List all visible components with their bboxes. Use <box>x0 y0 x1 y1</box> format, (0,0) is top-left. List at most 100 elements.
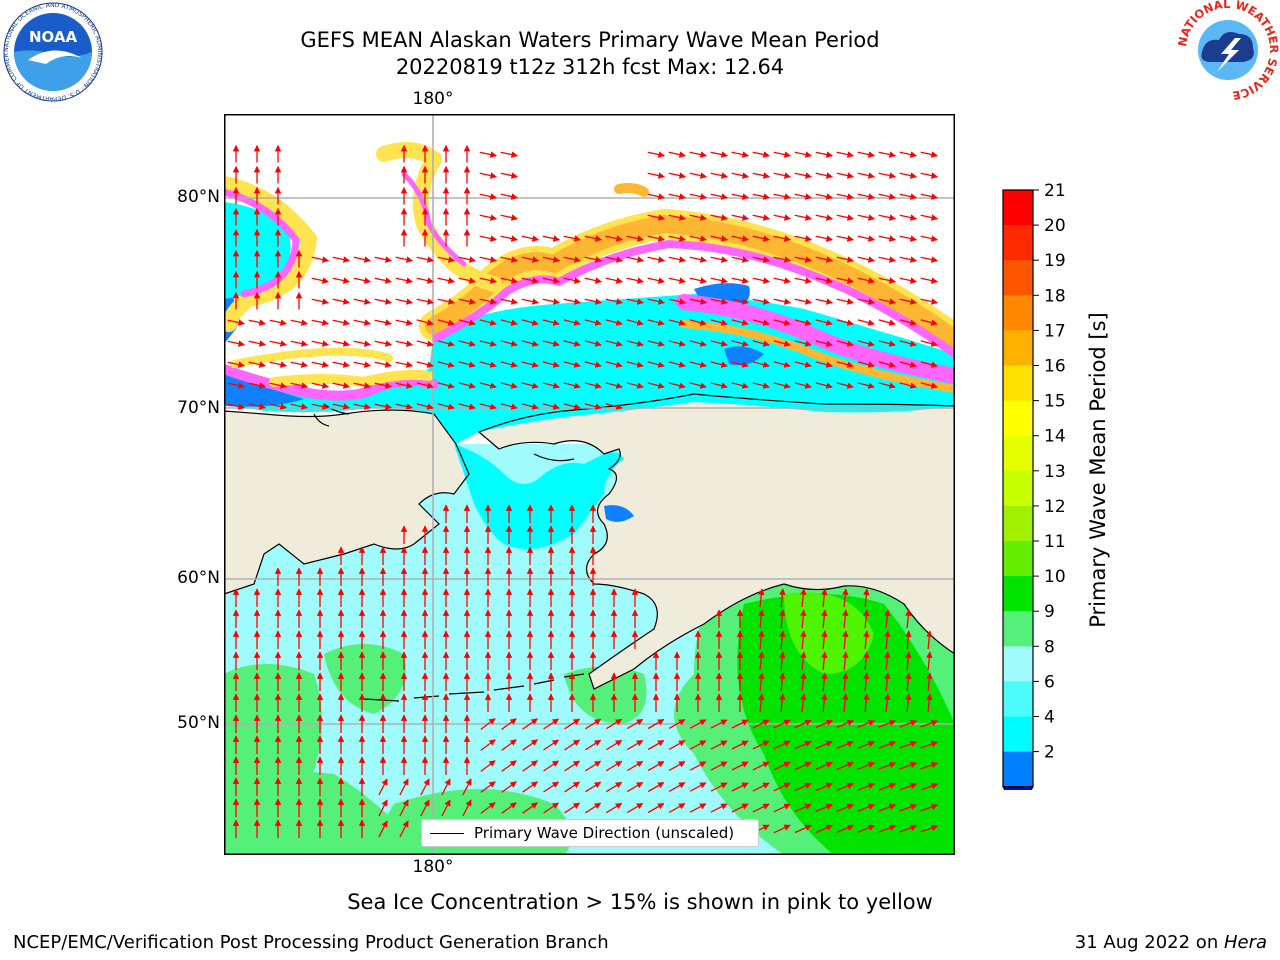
wave-arrow <box>836 172 854 179</box>
wave-arrow <box>479 319 497 326</box>
colorbar-band <box>1003 260 1033 296</box>
noaa-logo-text: NOAA <box>29 28 78 46</box>
wave-arrow <box>479 403 497 410</box>
wave-arrow <box>521 277 539 284</box>
colorbar-band <box>1003 295 1033 331</box>
wave-arrow <box>584 277 602 284</box>
wave-arrow <box>416 319 434 326</box>
wave-arrow <box>416 382 434 389</box>
wave-arrow <box>731 340 749 347</box>
wave-arrow <box>605 718 623 730</box>
wave-arrow <box>563 403 581 410</box>
wave-arrow <box>311 382 329 389</box>
wave-arrow <box>773 361 791 368</box>
wave-arrow <box>479 151 497 158</box>
wave-arrow <box>752 151 770 158</box>
wave-arrow <box>899 803 918 812</box>
wave-arrow <box>311 277 329 284</box>
wave-arrow <box>920 719 939 728</box>
wave-arrow <box>821 672 828 692</box>
wave-arrow <box>374 340 392 347</box>
wave-arrow <box>668 235 686 242</box>
wave-arrow <box>710 803 728 813</box>
wave-arrow <box>542 361 560 368</box>
wave-arrow <box>710 193 728 200</box>
wave-arrow <box>794 740 812 750</box>
wave-arrow <box>374 319 392 326</box>
wave-arrow <box>731 319 749 326</box>
wave-arrow <box>626 781 644 793</box>
wave-arrow <box>815 235 833 242</box>
wave-arrow <box>884 651 891 671</box>
wave-arrow <box>585 760 602 772</box>
wave-arrow <box>585 781 602 793</box>
wave-arrow <box>842 609 849 629</box>
wave-arrow <box>779 630 786 650</box>
colorbar-tick-label: 12 <box>1044 497 1066 517</box>
wave-arrow <box>710 740 728 750</box>
wave-arrow <box>353 319 371 326</box>
wave-arrow <box>584 319 602 326</box>
wave-arrow <box>332 361 350 368</box>
wave-arrow <box>689 235 707 242</box>
wave-arrow <box>668 782 686 792</box>
sea-ice-west-coast-yellow <box>269 369 434 387</box>
wave-arrow <box>857 803 876 812</box>
wave-arrow <box>779 693 786 713</box>
wave-arrow <box>668 151 686 158</box>
wave-arrow <box>353 256 371 263</box>
wave-arrow <box>710 361 728 368</box>
wave-arrow <box>857 382 875 389</box>
wave-arrow <box>905 693 912 713</box>
wave-arrow <box>899 719 918 728</box>
wave-arrow <box>501 760 517 772</box>
wave-arrow <box>836 740 854 750</box>
wave-arrow <box>647 172 665 179</box>
wave-arrow <box>647 193 665 200</box>
wave-arrow <box>374 403 392 410</box>
wave-arrow <box>605 739 623 751</box>
wave-arrow <box>564 802 581 814</box>
colorbar-bands <box>1002 189 1034 790</box>
wave-arrow <box>668 719 686 729</box>
wave-arrow <box>605 802 623 814</box>
wave-arrow <box>794 340 812 347</box>
wave-arrow <box>821 651 828 671</box>
wave-arrow <box>689 782 707 792</box>
wave-arrow <box>920 277 938 284</box>
coastline-siberia <box>224 409 470 595</box>
wave-arrow <box>752 740 770 750</box>
wave-arrow <box>773 782 791 792</box>
wave-arrow <box>836 824 854 834</box>
wave-arrow <box>878 803 897 812</box>
wave-arrow <box>500 361 518 368</box>
wave-arrow <box>605 256 623 263</box>
wave-arrow <box>668 172 686 179</box>
arctic-blue-east <box>724 346 764 366</box>
wave-arrow <box>521 361 539 368</box>
wave-arrow <box>752 803 770 813</box>
wave-arrow <box>521 319 539 326</box>
wave-arrow <box>752 214 770 221</box>
wave-arrow <box>779 609 786 629</box>
wave-arrow <box>836 151 854 158</box>
wave-arrow <box>773 319 791 326</box>
wave-arrow <box>920 172 938 179</box>
wave-arrow <box>689 719 707 729</box>
wave-arrow <box>794 319 812 326</box>
colorbar: 21 20 19 18 17 16 15 14 13 12 11 10 9 8 6 4 2 <box>1002 181 1066 790</box>
wave-arrow <box>800 651 807 671</box>
colorbar-tick-label: 20 <box>1044 216 1066 236</box>
sea-ice-siberian-coast <box>230 347 393 368</box>
wave-arrow <box>227 319 245 326</box>
wave-arrow <box>689 761 707 771</box>
wave-direction-arrows <box>227 144 939 838</box>
wave-arrow <box>836 761 854 771</box>
map-frame <box>224 114 955 855</box>
wave-arrow <box>480 760 496 772</box>
wave-arrow <box>395 319 413 326</box>
wave-arrow <box>905 630 912 650</box>
wave-arrow <box>563 382 581 389</box>
wave-arrow <box>857 361 875 368</box>
wave-arrow <box>878 214 896 221</box>
